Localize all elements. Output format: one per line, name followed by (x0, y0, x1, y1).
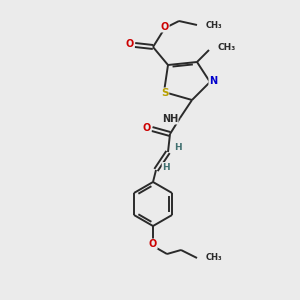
Text: CH₃: CH₃ (206, 254, 223, 262)
Text: CH₃: CH₃ (206, 20, 223, 29)
Text: N: N (209, 76, 217, 86)
Text: O: O (126, 39, 134, 49)
Text: O: O (161, 22, 169, 32)
Text: NH: NH (162, 114, 178, 124)
Text: S: S (161, 88, 169, 98)
Text: O: O (143, 123, 151, 133)
Text: H: H (174, 143, 182, 152)
Text: CH₃: CH₃ (217, 44, 235, 52)
Text: H: H (162, 163, 170, 172)
Text: O: O (149, 239, 157, 249)
